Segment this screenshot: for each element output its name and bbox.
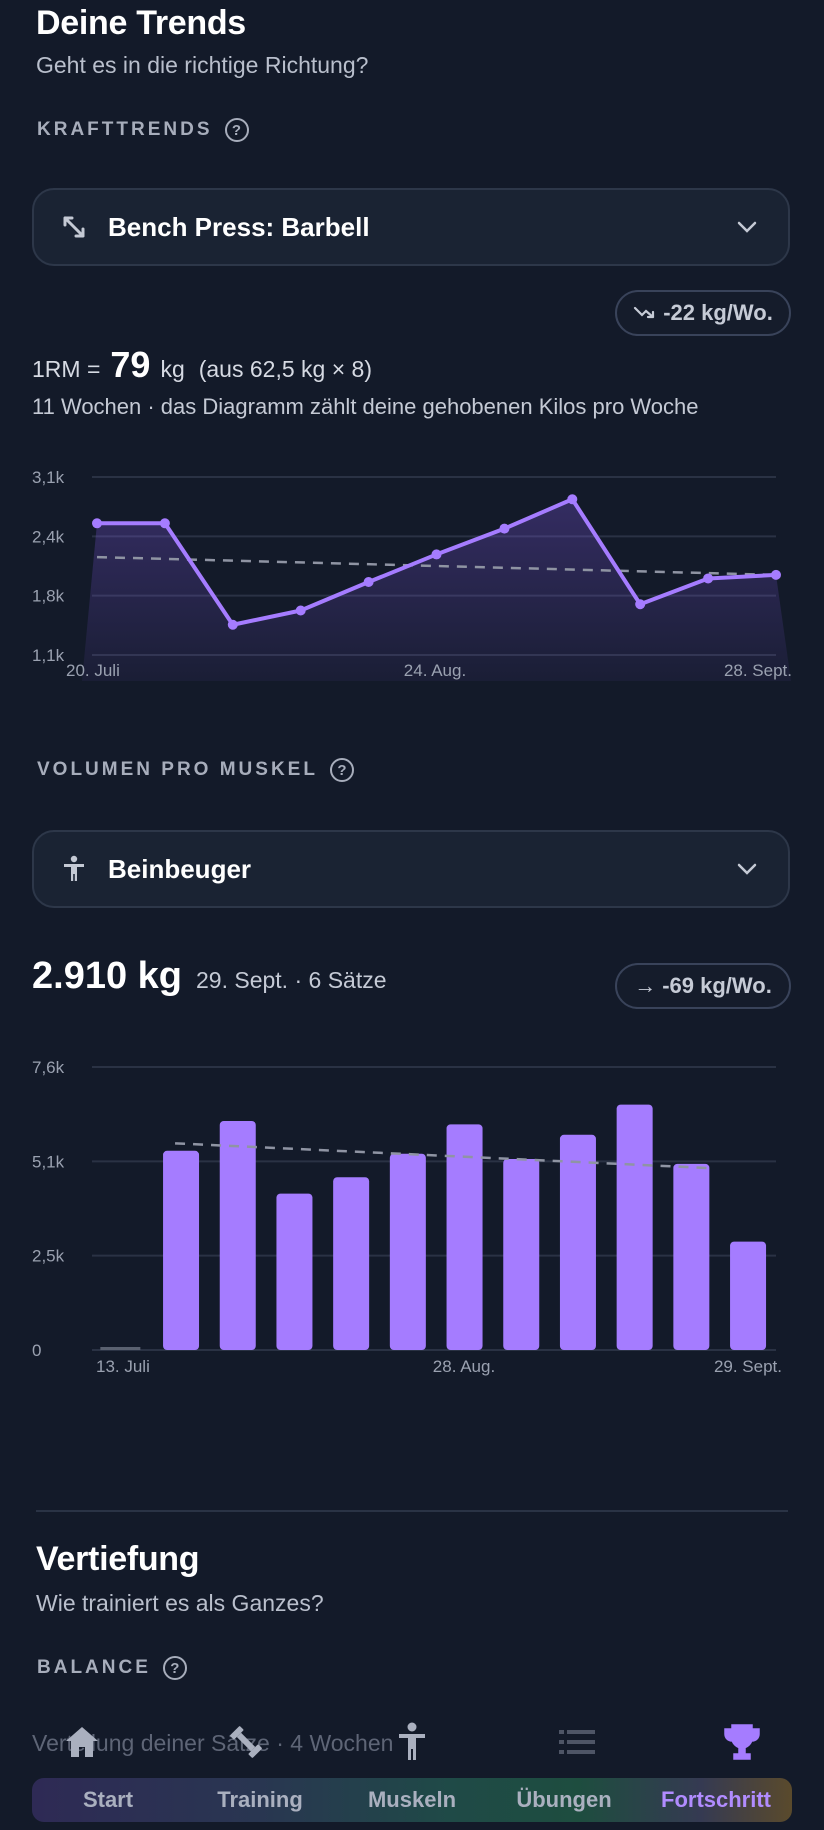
bar xyxy=(163,1150,200,1350)
y-tick-label: 2,5k xyxy=(32,1247,65,1266)
trend-down-icon xyxy=(633,300,657,326)
line-trend-line xyxy=(96,555,777,577)
x-tick-label: 13. Juli xyxy=(96,1357,150,1376)
nav-muskeln[interactable]: Muskeln xyxy=(367,1787,457,1812)
line-area-fill xyxy=(82,499,791,681)
orm-value: 79 xyxy=(110,344,151,385)
y-tick-label: 0 xyxy=(32,1341,41,1360)
x-tick-label: 24. Aug. xyxy=(404,661,466,680)
nav-uebungen[interactable]: Übungen xyxy=(516,1787,612,1812)
muscle-name: Beinbeuger xyxy=(108,853,252,884)
section-strength-label: KRAFTTRENDS xyxy=(37,119,213,140)
section-strength: KRAFTTRENDS ? xyxy=(37,118,249,142)
strength-trend-badge: -22 kg/Wo. xyxy=(615,290,791,336)
volume-summary: 2.910 kg 29. Sept. · 6 Sätze xyxy=(32,955,387,998)
bar xyxy=(276,1193,313,1350)
body-icon[interactable] xyxy=(390,1720,434,1764)
y-tick-label: 7,6k xyxy=(32,1058,65,1077)
strength-caption: 11 Wochen · das Diagramm zählt deine geh… xyxy=(32,394,699,419)
bar xyxy=(389,1153,426,1350)
volume-detail: 29. Sept. · 6 Sätze xyxy=(196,967,387,993)
line-point xyxy=(92,518,102,529)
volume-total: 2.910 kg xyxy=(32,955,182,997)
bar xyxy=(219,1120,256,1350)
x-tick-label: 29. Sept. xyxy=(714,1357,782,1376)
y-tick-label: 1,8k xyxy=(32,587,65,606)
strength-trend-value: -22 kg/Wo. xyxy=(663,300,773,325)
muscle-selector[interactable]: Beinbeuger xyxy=(32,830,790,908)
line-point xyxy=(295,605,306,616)
help-icon[interactable]: ? xyxy=(224,118,249,142)
y-tick-label: 3,1k xyxy=(32,468,65,487)
orm-prefix: 1RM = xyxy=(32,356,101,382)
bar xyxy=(559,1134,596,1350)
line-point xyxy=(363,577,374,588)
one-rep-max: 1RM = 79 kg (aus 62,5 kg × 8) xyxy=(32,344,372,386)
deepdive-subtitle: Wie trainiert es als Ganzes? xyxy=(36,1590,324,1616)
line-point xyxy=(703,573,714,584)
exercise-name: Bench Press: Barbell xyxy=(108,211,370,242)
bar xyxy=(673,1163,710,1350)
chevron-down-icon xyxy=(736,858,758,880)
help-icon[interactable]: ? xyxy=(329,758,354,782)
line-point xyxy=(431,549,442,560)
orm-detail: (aus 62,5 kg × 8) xyxy=(198,356,372,382)
section-balance-label: BALANCE xyxy=(37,1657,151,1678)
line-point xyxy=(635,599,646,610)
x-tick-label: 20. Juli xyxy=(66,661,120,680)
nav-start[interactable]: Start xyxy=(82,1787,134,1812)
arrow-right-icon: → xyxy=(634,973,657,998)
line-point xyxy=(159,518,170,529)
nav-fortschritt[interactable]: Fortschritt xyxy=(661,1787,771,1812)
chevron-down-icon xyxy=(736,216,758,238)
line-point xyxy=(567,494,578,505)
exercise-selector[interactable]: Bench Press: Barbell xyxy=(32,188,790,266)
orm-unit: kg xyxy=(160,356,185,382)
line-point xyxy=(227,619,238,630)
trophy-icon[interactable] xyxy=(720,1720,764,1764)
bar xyxy=(730,1241,767,1350)
expand-arrows-icon xyxy=(60,213,88,241)
strength-line-chart: 3,1k 2,4k 1,8k 1,1k 20. Juli 24. Aug. 28. Sep… xyxy=(32,468,792,681)
home-icon[interactable] xyxy=(60,1720,104,1764)
bar xyxy=(503,1158,540,1350)
body-icon xyxy=(60,855,88,883)
help-icon[interactable]: ? xyxy=(162,1656,187,1680)
section-volume-label: VOLUMEN PRO MUSKEL xyxy=(37,759,318,780)
y-tick-label: 5,1k xyxy=(32,1152,65,1171)
list-icon[interactable] xyxy=(555,1720,599,1764)
section-divider xyxy=(36,1510,788,1512)
y-tick-label: 1,1k xyxy=(32,646,65,665)
volume-trend-value: -69 kg/Wo. xyxy=(662,973,772,998)
dumbbell-icon[interactable] xyxy=(224,1720,268,1764)
bar xyxy=(333,1177,370,1350)
bar-empty xyxy=(100,1347,141,1350)
volume-bar-chart: 7,6k 5,1k 2,5k 0 13. Juli 28. Aug. 29. Sept. xyxy=(32,1058,782,1376)
bar xyxy=(616,1104,653,1350)
bar xyxy=(446,1124,483,1350)
section-volume: VOLUMEN PRO MUSKEL ? xyxy=(37,758,354,782)
page-subtitle: Geht es in die richtige Richtung? xyxy=(36,52,369,78)
section-balance: BALANCE ? xyxy=(37,1656,187,1680)
x-tick-label: 28. Sept. xyxy=(724,661,792,680)
bottom-nav: Start Training Muskeln Übungen Fortschri… xyxy=(32,1778,792,1822)
page-title: Deine Trends xyxy=(36,4,246,42)
x-tick-label: 28. Aug. xyxy=(433,1357,495,1376)
line-point xyxy=(771,569,781,580)
nav-training[interactable]: Training xyxy=(217,1787,303,1812)
volume-trend-badge: → -69 kg/Wo. xyxy=(615,963,791,1009)
line-point xyxy=(499,523,510,534)
deepdive-title: Vertiefung xyxy=(36,1540,200,1578)
y-tick-label: 2,4k xyxy=(32,527,65,546)
